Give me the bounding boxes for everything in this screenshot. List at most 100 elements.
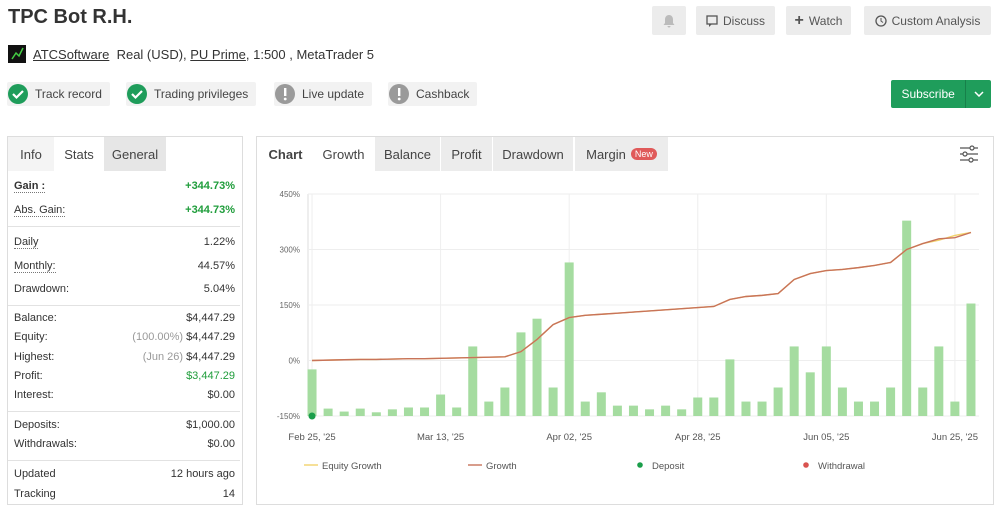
watch-button[interactable]: + Watch xyxy=(786,6,851,35)
bar xyxy=(950,401,960,416)
legend-label: Withdrawal xyxy=(818,461,865,472)
badge-label: Live update xyxy=(302,87,365,101)
button-label: Custom Analysis xyxy=(891,13,981,28)
separator xyxy=(8,411,240,412)
bar xyxy=(853,401,863,416)
chart-tab[interactable]: Balance xyxy=(375,137,440,171)
bar xyxy=(436,394,446,416)
stat-label: Drawdown: xyxy=(14,283,70,295)
stat-label: Gain : xyxy=(14,180,46,193)
stats-tab[interactable]: Info xyxy=(8,137,54,171)
caret-icon xyxy=(974,91,984,97)
stat-value: +344.73% xyxy=(185,204,235,217)
stat-row: Daily 1.22% xyxy=(14,236,235,249)
legend-label: Growth xyxy=(486,461,517,472)
bar xyxy=(500,387,510,416)
stat-row: Highest: (Jun 26) $4,447.29 xyxy=(14,351,235,363)
stat-value: (100.00%) $4,447.29 xyxy=(132,331,235,343)
chart-tab[interactable]: Chart xyxy=(258,137,313,171)
stat-number: $0.00 xyxy=(207,438,235,450)
chart-tab[interactable]: Drawdown xyxy=(493,137,573,171)
badge: Cashback xyxy=(388,82,478,106)
separator xyxy=(8,305,240,306)
legend-swatch xyxy=(637,462,643,468)
button-label: Watch xyxy=(808,13,843,28)
badge-label: Trading privileges xyxy=(154,87,249,101)
stats-tab[interactable]: Stats xyxy=(54,137,104,171)
stat-value: 14 xyxy=(223,488,235,500)
bar xyxy=(789,346,799,416)
chart-tab[interactable]: Margin New xyxy=(575,137,668,171)
chat-icon xyxy=(706,14,718,27)
icon-check xyxy=(12,90,24,100)
stat-label: Monthly: xyxy=(14,259,56,273)
stat-number: 12 hours ago xyxy=(170,468,235,480)
custom-analysis-button[interactable]: Custom Analysis xyxy=(864,6,991,35)
stat-value: $0.00 xyxy=(207,438,235,450)
stat-label: Tracking xyxy=(14,487,56,500)
info-icon xyxy=(389,84,409,104)
chart-tab[interactable]: Growth xyxy=(313,137,374,171)
stat-note: (Jun 26) xyxy=(142,350,184,363)
bar xyxy=(902,220,912,416)
account-line: ATCSoftware Real (USD), PU Prime, 1:500 … xyxy=(33,47,374,62)
bar xyxy=(725,359,735,416)
stat-value: +344.73% xyxy=(185,180,235,193)
notify-button[interactable] xyxy=(652,6,686,35)
legend-label: Deposit xyxy=(652,461,685,472)
stats-tab[interactable]: General xyxy=(104,137,166,171)
y-tick-label: 450% xyxy=(280,190,300,199)
bar xyxy=(371,412,381,416)
y-tick-label: -150% xyxy=(277,412,300,421)
bar xyxy=(323,408,333,416)
legend-swatch xyxy=(803,462,809,468)
growth-line xyxy=(312,231,972,362)
account-type: Real (USD), xyxy=(116,47,191,62)
stat-label: Highest: xyxy=(14,350,55,363)
growth-chart: -150% 0% 150% 300% 450% Feb 25, '25 Mar 13, '2… xyxy=(277,190,979,472)
bar xyxy=(709,397,719,416)
stat-number: 1.22% xyxy=(203,236,235,248)
bell-icon xyxy=(663,14,675,27)
stat-number: $1,000.00 xyxy=(186,419,235,431)
x-tick-label: Jun 25, '25 xyxy=(932,432,978,443)
stat-value: $3,447.29 xyxy=(186,370,235,382)
stat-number: $4,447.29 xyxy=(186,312,235,324)
chart-tab-label: Drawdown xyxy=(502,146,564,162)
dropdown-caret[interactable] xyxy=(965,80,991,108)
check-icon xyxy=(127,84,147,104)
stat-number: 14 xyxy=(222,487,235,500)
stat-label: Balance: xyxy=(14,312,57,324)
bar xyxy=(693,397,703,416)
subscribe-label: Subscribe xyxy=(901,87,955,101)
stat-row: Gain : +344.73% xyxy=(14,180,235,193)
stat-row: Tracking 14 xyxy=(14,488,235,500)
stat-value: $1,000.00 xyxy=(186,419,235,431)
bar xyxy=(596,392,606,416)
discuss-button[interactable]: Discuss xyxy=(696,6,775,35)
chart-tab-label: Margin xyxy=(586,146,626,162)
chart-tab[interactable]: Profit xyxy=(441,137,492,171)
stat-row: Monthly: 44.57% xyxy=(14,260,235,273)
stat-number: $0.00 xyxy=(207,389,235,402)
bar xyxy=(516,332,526,416)
button-label: Discuss xyxy=(722,13,765,28)
broker-link[interactable]: PU Prime xyxy=(190,47,246,62)
settings-icon[interactable] xyxy=(958,143,980,165)
info-icon xyxy=(275,84,295,104)
badge: Trading privileges xyxy=(126,82,257,106)
stat-number: $4,447.29 xyxy=(186,331,235,344)
bar xyxy=(468,346,478,416)
owner-link[interactable]: ATCSoftware xyxy=(33,47,110,62)
stat-value: (Jun 26) $4,447.29 xyxy=(143,351,235,363)
y-tick-label: 150% xyxy=(280,301,300,310)
stat-label: Daily xyxy=(14,236,39,249)
subscribe-button[interactable]: Subscribe xyxy=(891,80,991,108)
chart-tab-label: Growth xyxy=(322,146,365,162)
separator xyxy=(8,460,240,461)
icon-bar xyxy=(398,88,401,96)
bar xyxy=(355,408,365,416)
bar xyxy=(612,405,622,416)
bar xyxy=(403,407,413,416)
